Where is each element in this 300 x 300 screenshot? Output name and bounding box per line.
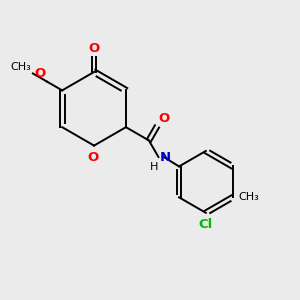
Text: O: O [158, 112, 169, 125]
Text: O: O [34, 68, 45, 80]
Text: H: H [150, 162, 158, 172]
Text: O: O [88, 42, 100, 55]
Text: O: O [87, 151, 98, 164]
Text: Cl: Cl [199, 218, 213, 231]
Text: CH₃: CH₃ [11, 62, 32, 72]
Text: CH₃: CH₃ [238, 192, 259, 202]
Text: N: N [160, 151, 171, 164]
